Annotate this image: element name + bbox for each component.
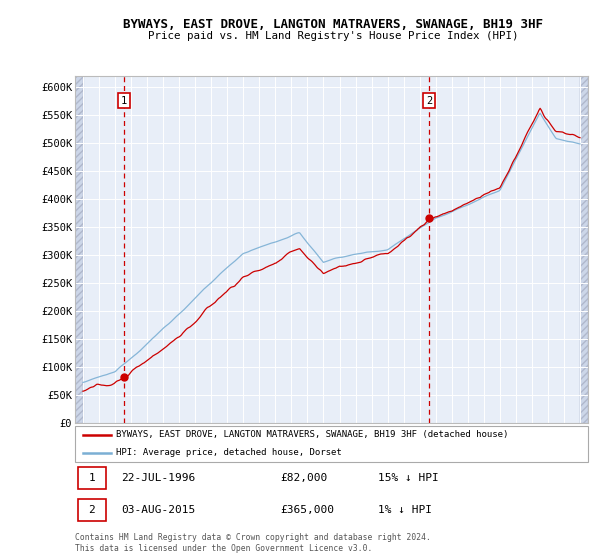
Text: 15% ↓ HPI: 15% ↓ HPI (377, 473, 439, 483)
FancyBboxPatch shape (75, 426, 588, 462)
Bar (75, 76, 83, 423)
Bar (75, 76, 83, 423)
Text: Contains HM Land Registry data © Crown copyright and database right 2024.
This d: Contains HM Land Registry data © Crown c… (75, 533, 431, 553)
Text: HPI: Average price, detached house, Dorset: HPI: Average price, detached house, Dors… (116, 449, 342, 458)
Text: 1: 1 (88, 473, 95, 483)
Text: Price paid vs. HM Land Registry's House Price Index (HPI): Price paid vs. HM Land Registry's House … (148, 31, 518, 41)
Text: 03-AUG-2015: 03-AUG-2015 (121, 505, 196, 515)
Text: 2: 2 (88, 505, 95, 515)
Text: £365,000: £365,000 (280, 505, 334, 515)
Text: BYWAYS, EAST DROVE, LANGTON MATRAVERS, SWANAGE, BH19 3HF (detached house): BYWAYS, EAST DROVE, LANGTON MATRAVERS, S… (116, 430, 508, 439)
Text: 2: 2 (426, 96, 432, 106)
FancyBboxPatch shape (77, 466, 106, 489)
Text: 1% ↓ HPI: 1% ↓ HPI (377, 505, 431, 515)
Bar (580, 76, 588, 423)
Text: BYWAYS, EAST DROVE, LANGTON MATRAVERS, SWANAGE, BH19 3HF: BYWAYS, EAST DROVE, LANGTON MATRAVERS, S… (123, 18, 543, 31)
Bar (580, 76, 588, 423)
Text: 1: 1 (121, 96, 127, 106)
Text: £82,000: £82,000 (280, 473, 328, 483)
FancyBboxPatch shape (77, 499, 106, 521)
Text: 22-JUL-1996: 22-JUL-1996 (121, 473, 196, 483)
